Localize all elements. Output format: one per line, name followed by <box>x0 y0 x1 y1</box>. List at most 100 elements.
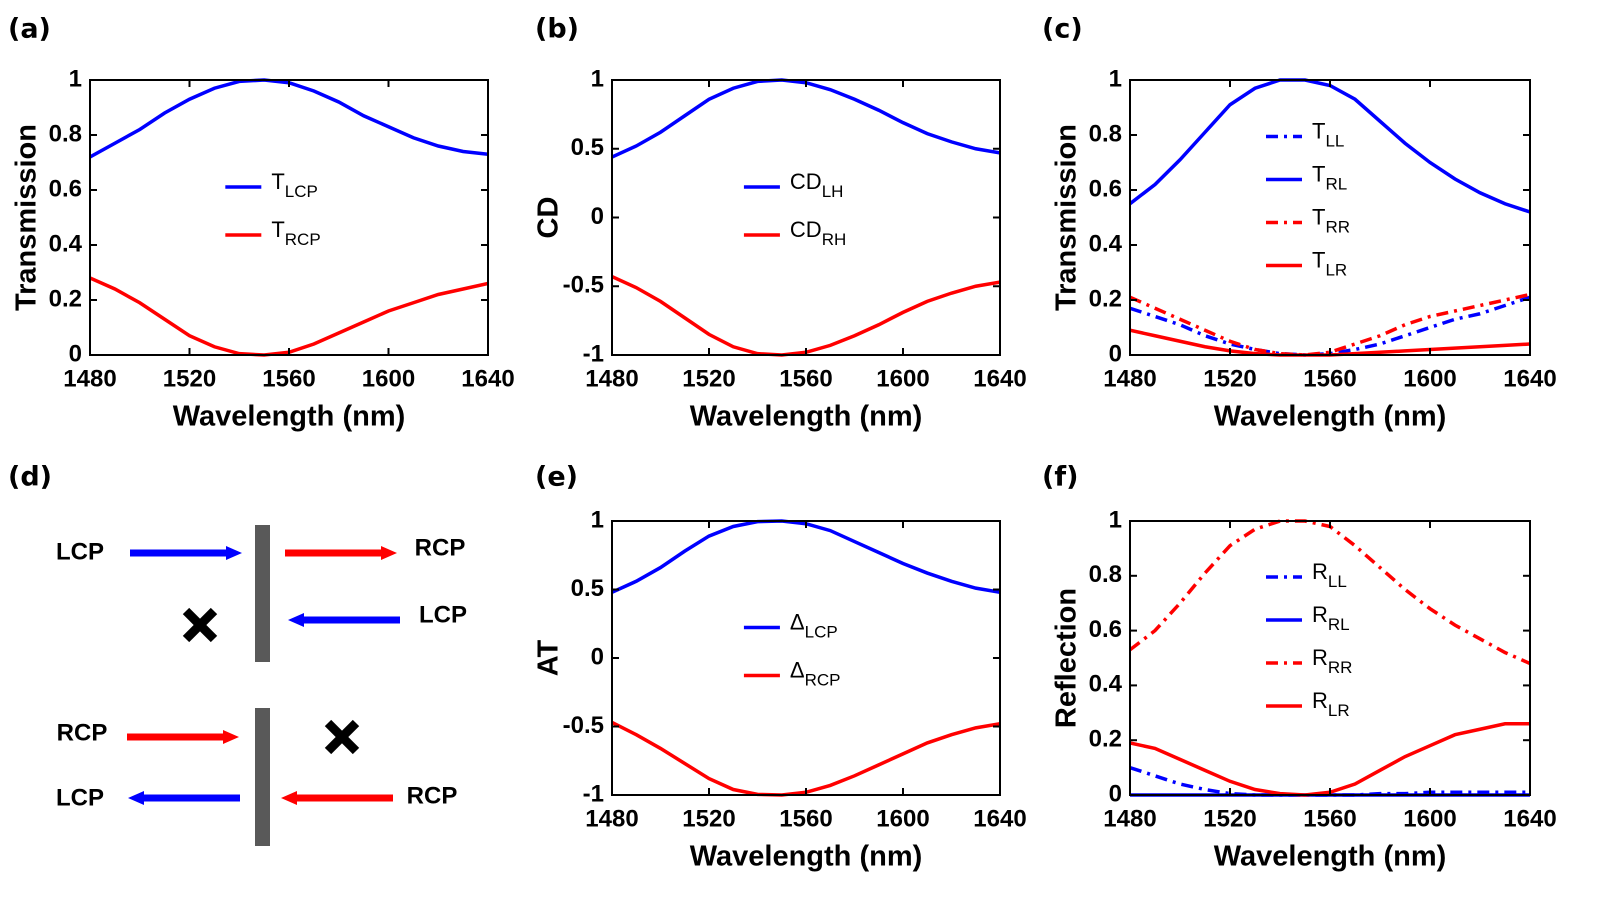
legend-subscript: RCP <box>285 230 321 249</box>
y-tick-label: 0.4 <box>1089 671 1123 698</box>
x-tick-label: 1600 <box>876 805 929 832</box>
y-tick-label: -1 <box>583 340 604 367</box>
legend-subscript: LR <box>1328 702 1350 721</box>
x-tick-label: 1560 <box>779 365 832 392</box>
arrow-head <box>288 613 304 627</box>
legend-subscript: LL <box>1328 573 1347 592</box>
legend-subscript: RR <box>1328 659 1353 678</box>
legend-label: RLL <box>1312 559 1347 592</box>
legend-subscript: RL <box>1328 616 1350 635</box>
legend-label: CDLH <box>790 169 844 202</box>
arrow-head <box>226 546 242 560</box>
y-tick-label: -0.5 <box>563 272 604 299</box>
y-tick-label: 0 <box>69 340 82 367</box>
arrow-head <box>281 791 297 805</box>
y-tick-label: 1 <box>1109 506 1122 533</box>
chart: (b) 1480 1520 1560 1600 1640 -1 -0.5 0 0.5 1 Wavele… <box>533 14 1027 433</box>
cross <box>182 607 218 643</box>
panel-label: (b) <box>535 14 579 45</box>
x-tick-label: 1640 <box>461 365 514 392</box>
legend-name: T <box>271 169 284 194</box>
legend-subscript: LCP <box>805 623 838 642</box>
series-line <box>612 275 1000 357</box>
panel-label: (c) <box>1042 14 1083 45</box>
legend-name: CD <box>790 217 822 242</box>
slab <box>255 708 270 846</box>
cross <box>324 719 360 755</box>
y-tick-label: 0.5 <box>571 134 604 161</box>
y-tick-label: 0 <box>591 643 604 670</box>
x-tick-label: 1480 <box>585 365 638 392</box>
series-line <box>612 720 1000 797</box>
legend-label: TLCP <box>271 169 318 202</box>
legend-name: R <box>1312 645 1328 670</box>
legend-subscript: LR <box>1325 261 1347 280</box>
legend-label: CDRH <box>790 217 846 250</box>
legend-subscript: LL <box>1325 132 1344 151</box>
chart: (f) 1480 1520 1560 1600 1640 0 0.2 0.4 0.6 0.8 1 Wav… <box>1042 462 1557 873</box>
y-tick-label: -1 <box>583 780 604 807</box>
x-tick-label: 1600 <box>1403 805 1456 832</box>
legend-label: ΔRCP <box>790 657 841 690</box>
chart: (e) 1480 1520 1560 1600 1640 -1 -0.5 0 0.5 1 Wavele… <box>533 462 1027 873</box>
series-line <box>612 519 1000 594</box>
panel-label: (d) <box>8 462 52 493</box>
diagram-label: RCP <box>57 719 108 746</box>
chart: (a) 1480 1520 1560 1600 1640 0 0.2 0.4 0.6 0.8 1 Wav… <box>8 14 515 433</box>
x-tick-label: 1640 <box>973 805 1026 832</box>
x-tick-label: 1520 <box>682 365 735 392</box>
y-axis-label: AT <box>533 639 565 676</box>
series-line <box>90 276 488 357</box>
y-tick-label: 0.8 <box>1089 561 1122 588</box>
legend-label: TLL <box>1312 118 1344 151</box>
x-tick-label: 1640 <box>1503 805 1556 832</box>
x-tick-label: 1480 <box>63 365 116 392</box>
y-tick-label: 0.4 <box>1089 230 1123 257</box>
diagram-label: LCP <box>56 784 104 811</box>
series-line <box>1130 519 1530 666</box>
y-tick-label: 1 <box>591 506 604 533</box>
legend-label: TRL <box>1312 161 1347 194</box>
panel-label: (e) <box>535 462 578 493</box>
diagram-label: LCP <box>419 601 467 628</box>
legend-label: RLR <box>1312 688 1350 721</box>
x-tick-label: 1480 <box>1103 365 1156 392</box>
legend-name: Δ <box>790 657 805 682</box>
x-tick-label: 1640 <box>1503 365 1556 392</box>
diagram: LCP RCP LCP RCP LCP RCP <box>56 525 467 846</box>
chart: (c) 1480 1520 1560 1600 1640 0 0.2 0.4 0.6 0.8 1 Wav… <box>1042 14 1557 433</box>
diagram-label: RCP <box>407 782 458 809</box>
y-tick-label: 0.6 <box>1089 175 1122 202</box>
legend-name: T <box>1312 161 1325 186</box>
x-tick-label: 1520 <box>1203 805 1256 832</box>
legend-label: TLR <box>1312 247 1347 280</box>
y-tick-label: 0.2 <box>1089 726 1122 753</box>
legend-label: TRR <box>1312 204 1350 237</box>
series-line <box>90 78 488 159</box>
legend-subscript: RH <box>822 230 847 249</box>
y-axis-label: Transmission <box>1051 124 1083 311</box>
legend-name: T <box>1312 118 1325 143</box>
x-tick-label: 1560 <box>1303 805 1356 832</box>
y-tick-label: 0.4 <box>49 230 83 257</box>
y-axis-label: Reflection <box>1051 588 1083 728</box>
x-tick-label: 1640 <box>973 365 1026 392</box>
diagram-label: LCP <box>56 538 104 565</box>
y-axis-label: CD <box>533 197 565 239</box>
y-tick-label: 0.6 <box>49 175 82 202</box>
x-axis-label: Wavelength (nm) <box>690 841 923 873</box>
y-tick-label: 1 <box>591 65 604 92</box>
legend-name: CD <box>790 169 822 194</box>
y-axis-label: Transmission <box>11 124 43 311</box>
arrow-head <box>381 546 397 560</box>
slab <box>255 525 270 662</box>
legend-label: ΔLCP <box>790 609 838 642</box>
x-axis-label: Wavelength (nm) <box>690 401 923 433</box>
y-tick-label: 0.5 <box>571 575 604 602</box>
series-line <box>1130 722 1530 797</box>
x-tick-label: 1520 <box>682 805 735 832</box>
legend-label: RRR <box>1312 645 1352 678</box>
arrow-head <box>128 791 144 805</box>
x-tick-label: 1560 <box>262 365 315 392</box>
